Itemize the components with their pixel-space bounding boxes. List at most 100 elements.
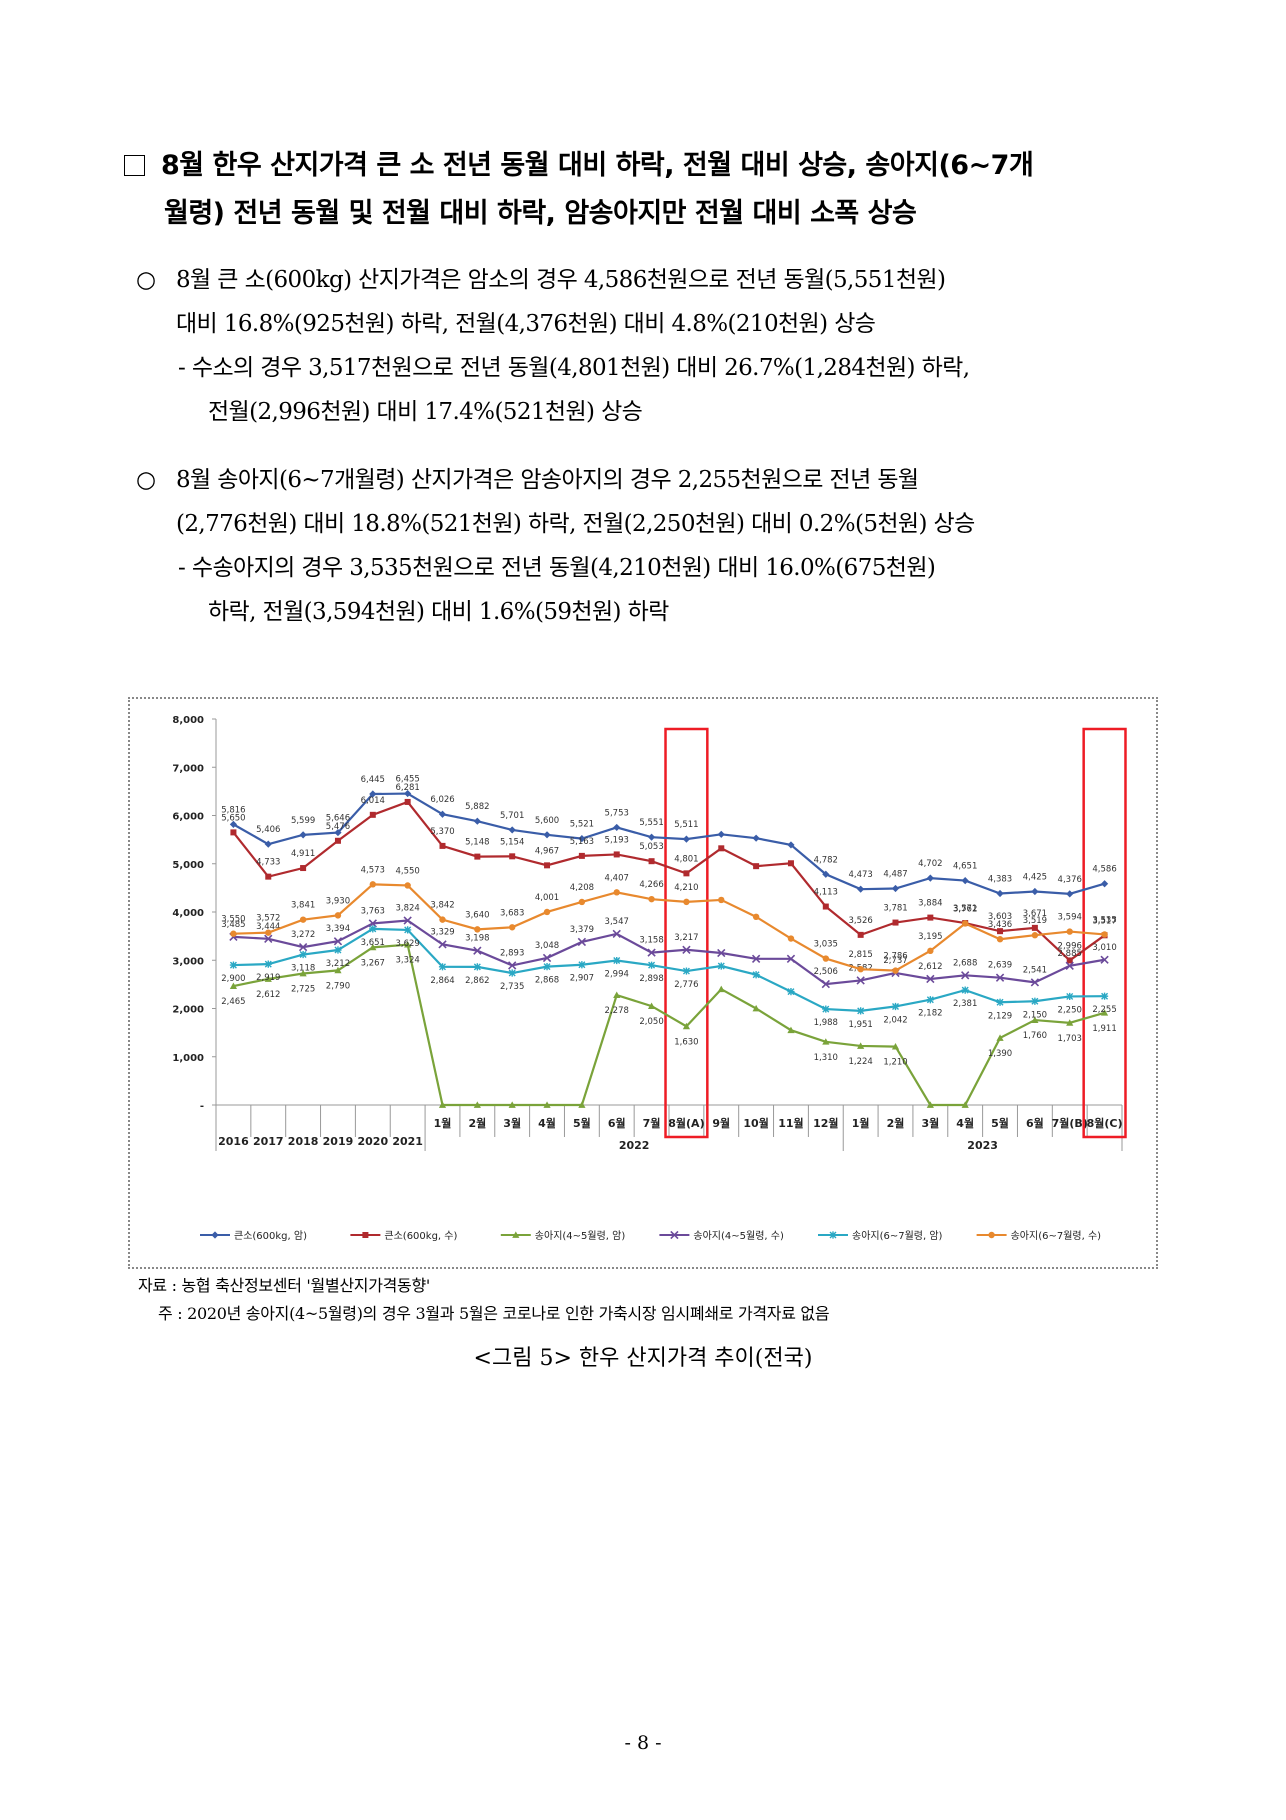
data-point <box>369 925 377 933</box>
data-label: 2,885 <box>1058 949 1082 959</box>
data-label: 2,506 <box>814 967 838 977</box>
data-point <box>509 853 516 860</box>
data-label: 2,612 <box>918 962 942 972</box>
legend-marker <box>211 1231 219 1239</box>
data-point <box>1100 992 1109 1000</box>
data-point <box>578 1101 586 1108</box>
data-point <box>682 835 691 843</box>
legend-label: 송아지(6~7월령, 수) <box>1011 1230 1102 1242</box>
data-label: 5,701 <box>500 811 524 821</box>
data-point <box>613 851 620 858</box>
data-label: 1,988 <box>814 1018 838 1028</box>
x-tick-label: 12월 <box>813 1116 838 1130</box>
data-point <box>265 929 272 936</box>
data-point <box>717 948 726 958</box>
data-label: 3,517 <box>1092 916 1116 926</box>
data-label: 3,394 <box>326 924 350 934</box>
data-point <box>926 874 934 882</box>
data-label: 5,370 <box>430 827 454 837</box>
data-point <box>612 929 621 939</box>
data-point <box>1031 932 1039 939</box>
data-label: 3,671 <box>1023 909 1047 919</box>
data-label: 3,762 <box>953 904 977 914</box>
data-point <box>229 820 238 828</box>
data-label: 4,487 <box>883 870 907 880</box>
data-point <box>787 860 794 867</box>
data-label: 3,651 <box>361 938 385 948</box>
data-point <box>613 991 621 998</box>
data-point <box>334 837 341 844</box>
data-point <box>892 919 899 926</box>
data-point <box>857 1042 865 1049</box>
data-point <box>264 840 272 848</box>
data-point <box>230 930 237 937</box>
x-tick-label: 2019 <box>323 1135 354 1148</box>
data-point <box>544 862 551 869</box>
data-point <box>473 817 481 825</box>
paragraph-large-cattle: ○ 8월 큰 소(600kg) 산지가격은 암소의 경우 4,586천원으로 전년… <box>136 258 1176 434</box>
series-line <box>232 792 1105 895</box>
series-line <box>233 919 1105 986</box>
data-point <box>508 924 516 931</box>
x-tick-label: 2월 <box>468 1116 486 1130</box>
data-label: 4,550 <box>395 866 419 876</box>
data-label: 3,212 <box>326 959 350 969</box>
data-label: 2,612 <box>256 990 280 1000</box>
data-label: 3,550 <box>221 915 245 925</box>
data-point <box>264 960 272 968</box>
data-label: 2,688 <box>953 958 977 968</box>
data-point <box>752 913 760 921</box>
x-tick-label: 4월 <box>538 1116 556 1130</box>
data-point <box>1100 1009 1109 1016</box>
data-point <box>1066 992 1074 1001</box>
data-point <box>683 870 690 877</box>
y-tick-label: 4,000 <box>172 908 204 919</box>
data-label: 2,919 <box>256 973 280 983</box>
data-label: 2,862 <box>465 976 489 986</box>
data-label: 6,445 <box>361 775 385 785</box>
data-label: 2,900 <box>221 974 245 984</box>
data-point <box>682 1022 691 1030</box>
data-label: 5,193 <box>605 835 629 845</box>
x-tick-label: 2021 <box>392 1135 423 1148</box>
chart-canvas: - 1,000 2,000 3,000 4,000 5,000 6,000 7,000 8,00… <box>172 715 1127 1242</box>
data-label: 4,967 <box>535 846 559 856</box>
series-line <box>232 800 1106 962</box>
data-label: 5,600 <box>535 816 559 826</box>
data-label: 1,630 <box>674 1037 698 1047</box>
data-point <box>578 898 586 906</box>
y-tick-label: 1,000 <box>172 1053 204 1064</box>
data-label: 2,815 <box>848 950 872 960</box>
data-point <box>298 942 308 952</box>
data-point <box>891 884 900 893</box>
data-label: 6,455 <box>395 775 419 785</box>
legend-marker <box>988 1231 995 1239</box>
data-label: 4,208 <box>570 883 594 893</box>
data-point <box>404 941 412 948</box>
data-point <box>821 979 830 989</box>
data-point <box>751 954 761 963</box>
data-label: 5,476 <box>326 822 350 832</box>
data-point <box>438 1101 447 1108</box>
data-point <box>613 956 621 965</box>
data-point <box>543 963 551 971</box>
data-label: 2,864 <box>430 976 454 986</box>
data-label: 2,042 <box>883 1015 907 1025</box>
data-point <box>822 955 830 962</box>
series-line <box>233 927 1105 1012</box>
data-label: 3,571 <box>953 904 977 914</box>
data-label: 3,594 <box>1058 913 1082 923</box>
data-label: 3,329 <box>430 927 454 937</box>
data-label: 5,650 <box>221 813 245 823</box>
y-tick-label: 2,000 <box>172 1005 204 1016</box>
x-tick-label: 1월 <box>852 1116 870 1130</box>
data-point <box>334 828 342 837</box>
data-label: 4,473 <box>848 870 872 880</box>
data-point <box>787 935 795 942</box>
x-tick-label: 2018 <box>288 1135 319 1148</box>
circle-bullet-icon: ○ <box>136 467 156 493</box>
data-point <box>1066 890 1074 898</box>
x-tick-label: 3월 <box>921 1116 939 1130</box>
legend-label: 송아지(6~7월령, 암) <box>852 1230 943 1242</box>
data-point <box>752 1004 760 1012</box>
